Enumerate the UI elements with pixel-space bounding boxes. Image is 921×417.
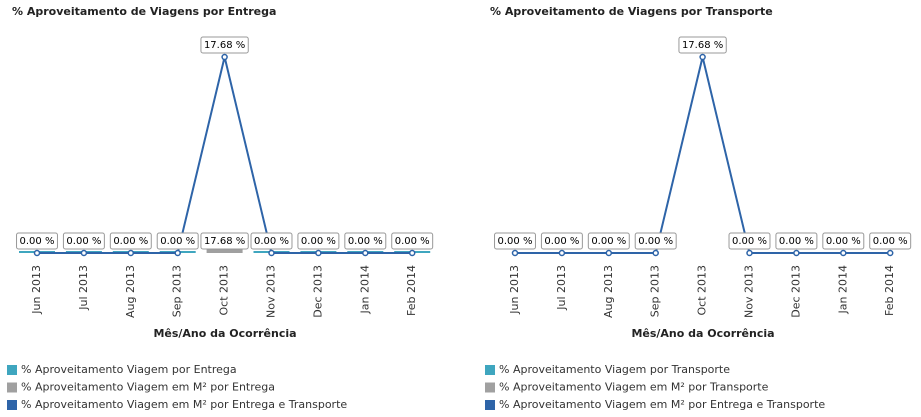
value-label-box — [822, 232, 865, 250]
value-label: 0.00 % — [301, 236, 336, 247]
x-axis-label: Mês/Ano da Ocorrência — [153, 327, 296, 340]
value-label: 0.00 % — [779, 236, 814, 247]
value-label-box — [109, 232, 152, 250]
value-label-box — [250, 232, 293, 250]
point — [127, 249, 135, 257]
line — [515, 56, 891, 254]
chart-title: % Aproveitamento de Viagens por Entrega — [12, 5, 276, 18]
x-tick-label: Jul 2013 — [555, 265, 568, 311]
value-label: 0.00 % — [113, 236, 148, 247]
value-label: 0.00 % — [544, 236, 579, 247]
value-label: 0.00 % — [591, 236, 626, 247]
value-label-box — [728, 232, 771, 250]
value-label-box — [16, 232, 58, 250]
x-axis-label: Mês/Ano da Ocorrência — [631, 327, 774, 340]
value-label-box — [297, 232, 340, 250]
chart-title: % Aproveitamento de Viagens por Transpor… — [490, 5, 773, 18]
labels: 0.00 % 0.00 % 0.00 % 0.00 % 17.68 % 0.00 % 0.0… — [494, 36, 912, 250]
point — [80, 249, 88, 257]
x-tick-label: Jun 2013 — [508, 265, 521, 315]
x-tick-label: Nov 2013 — [743, 265, 756, 318]
x-tick-label: Jul 2013 — [77, 265, 90, 311]
x-tick-label: Sep 2013 — [171, 265, 184, 317]
x-tick-label: Dec 2013 — [789, 265, 802, 318]
point — [33, 249, 41, 257]
legend-label: % Aproveitamento Viagem em M² por Transp… — [499, 381, 769, 394]
value-label: 0.00 % — [826, 236, 861, 247]
legend-swatch — [485, 382, 495, 393]
value-label: 0.00 % — [66, 236, 101, 247]
legend-swatch — [7, 400, 17, 410]
value-label-box — [775, 232, 818, 250]
x-tick-label: Oct 2013 — [696, 265, 709, 316]
value-label: 0.00 % — [20, 236, 55, 247]
x-tick-label: Nov 2013 — [265, 265, 278, 318]
value-label: 0.00 % — [498, 236, 533, 247]
point — [408, 249, 416, 257]
x-tick-label: Jan 2014 — [358, 265, 371, 314]
value-label-box — [494, 232, 536, 250]
x-tick-label: Feb 2014 — [405, 265, 418, 316]
point — [558, 249, 566, 257]
value-label-box — [391, 232, 434, 250]
legend-swatch — [7, 365, 17, 375]
value-label: 0.00 % — [254, 236, 289, 247]
x-tick-label: Dec 2013 — [311, 265, 324, 318]
point — [362, 249, 369, 257]
value-label-box — [540, 232, 583, 250]
x-tick-label: Oct 2013 — [218, 265, 231, 316]
value-label-box — [587, 232, 630, 250]
point — [268, 249, 275, 257]
point — [793, 249, 800, 257]
point — [605, 249, 613, 257]
point — [886, 249, 894, 257]
point — [315, 249, 322, 257]
point — [746, 249, 753, 257]
value-label-box — [869, 232, 912, 250]
bar — [206, 249, 243, 253]
point — [221, 53, 228, 61]
point — [840, 249, 847, 257]
legend-swatch — [485, 365, 495, 375]
value-label-box — [156, 232, 199, 250]
value-label-box — [200, 232, 249, 250]
value-label: 17.68 % — [682, 40, 723, 51]
value-label: 0.00 % — [638, 236, 673, 247]
x-tick-label: Sep 2013 — [649, 265, 662, 317]
point — [174, 249, 181, 257]
value-label: 0.00 % — [160, 236, 195, 247]
value-label: 17.68 % — [204, 40, 245, 51]
x-tick-label: Jun 2013 — [30, 265, 43, 315]
value-label: 0.00 % — [395, 236, 430, 247]
legend-swatch — [7, 382, 17, 393]
line — [37, 56, 413, 254]
value-label: 0.00 % — [873, 236, 908, 247]
value-label: 0.00 % — [732, 236, 767, 247]
value-label-box — [634, 232, 677, 250]
value-label-box — [200, 36, 249, 54]
x-tick-label: Aug 2013 — [602, 265, 615, 318]
point — [699, 53, 706, 61]
labels: 17.68 % 0.00 % 0.00 % 0.00 % 0.00 % 17.68 % 0.… — [16, 36, 434, 250]
value-label-box — [344, 232, 387, 250]
legend-label: % Aproveitamento Viagem em M² por Entreg… — [499, 398, 825, 411]
point — [652, 249, 659, 257]
legend-label: % Aproveitamento Viagem por Entrega — [21, 363, 237, 376]
legend-swatch — [485, 400, 495, 410]
x-tick-label: Jan 2014 — [836, 265, 849, 314]
x-tick-label: Aug 2013 — [124, 265, 137, 318]
legend-label: % Aproveitamento Viagem por Transporte — [499, 363, 730, 376]
value-label-box — [678, 36, 727, 54]
value-label: 17.68 % — [204, 236, 245, 247]
value-label-box — [62, 232, 105, 250]
legend-label: % Aproveitamento Viagem em M² por Entreg… — [21, 398, 347, 411]
legend-label: % Aproveitamento Viagem em M² por Entreg… — [21, 381, 275, 394]
point — [511, 249, 519, 257]
value-label: 0.00 % — [348, 236, 383, 247]
x-tick-label: Feb 2014 — [883, 265, 896, 316]
